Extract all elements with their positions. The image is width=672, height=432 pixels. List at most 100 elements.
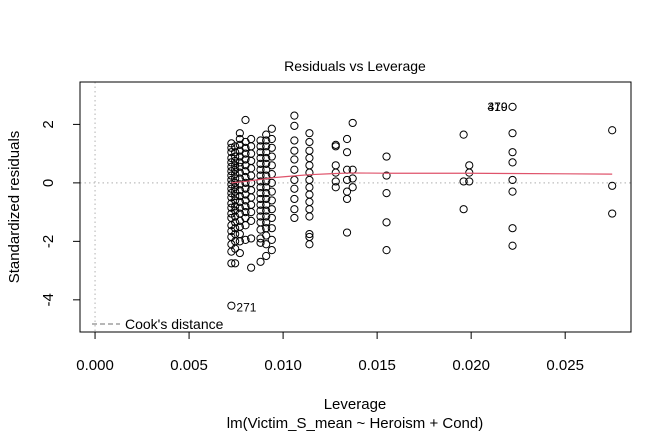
data-point — [231, 196, 240, 205]
y-axis-label: Standardized residuals — [6, 131, 23, 284]
data-point — [305, 183, 314, 192]
data-point — [382, 152, 391, 161]
data-point — [262, 148, 271, 157]
data-point — [256, 142, 265, 151]
data-point — [305, 161, 314, 170]
data-point — [247, 216, 256, 225]
data-point — [235, 168, 244, 177]
data-point — [290, 184, 299, 193]
x-tick-label: 0.000 — [76, 357, 114, 374]
data-point — [231, 259, 240, 268]
data-point — [290, 213, 299, 223]
y-tick-label: 0 — [40, 179, 57, 187]
data-point — [267, 124, 276, 133]
data-point — [305, 190, 314, 199]
data-point — [348, 174, 357, 183]
data-point — [231, 206, 240, 215]
data-point — [235, 203, 244, 212]
point-label: 319 — [487, 100, 507, 114]
data-point — [235, 248, 244, 258]
data-point — [331, 183, 340, 192]
data-point — [305, 240, 314, 249]
data-point — [508, 158, 517, 167]
data-point — [231, 187, 240, 196]
data-point — [231, 183, 240, 192]
data-point — [256, 257, 265, 266]
data-point — [305, 175, 314, 185]
data-point — [231, 212, 240, 221]
data-point — [508, 129, 517, 138]
plot-frame — [79, 81, 632, 333]
data-point — [256, 194, 265, 204]
data-point — [231, 161, 240, 170]
data-point — [459, 205, 468, 214]
data-point — [235, 197, 244, 206]
data-point — [262, 153, 271, 163]
x-axis-label: Leverage — [324, 396, 387, 413]
data-point — [262, 200, 271, 209]
data-point — [382, 189, 391, 198]
data-point — [267, 143, 276, 152]
x-tick-label: 0.005 — [170, 357, 208, 374]
y-tick-label: -2 — [40, 235, 57, 248]
x-tick-label: 0.015 — [358, 357, 396, 374]
y-tick-label: -4 — [40, 293, 57, 306]
data-point — [267, 213, 276, 223]
data-point — [235, 186, 244, 195]
data-point — [235, 229, 244, 239]
y-tick-label: 2 — [40, 120, 57, 128]
chart-title: Residuals vs Leverage — [284, 58, 426, 74]
data-point — [342, 228, 352, 237]
data-point — [290, 111, 299, 120]
data-point — [465, 161, 474, 170]
data-point — [290, 136, 299, 145]
data-point — [290, 121, 299, 130]
data-point — [267, 187, 276, 196]
data-point — [262, 212, 271, 221]
data-point — [342, 134, 352, 144]
data-point — [262, 189, 271, 198]
data-point — [290, 155, 299, 164]
data-point — [256, 200, 265, 209]
data-point — [267, 224, 276, 233]
model-formula: lm(Victim_S_mean ~ Heroism + Cond) — [227, 415, 483, 432]
data-point — [235, 180, 244, 189]
data-point — [331, 168, 340, 177]
data-point — [241, 208, 250, 217]
data-point — [231, 218, 240, 227]
data-point — [247, 193, 256, 202]
point-label: 271 — [236, 301, 256, 315]
data-point — [342, 194, 352, 204]
data-point — [256, 238, 265, 247]
data-point — [267, 134, 276, 144]
data-point — [247, 263, 256, 272]
data-point — [241, 221, 250, 230]
point-label: 470 — [487, 100, 507, 114]
data-point — [267, 205, 276, 214]
cooks-distance-legend-label: Cook's distance — [125, 316, 224, 332]
data-point — [241, 155, 250, 164]
data-point — [235, 162, 244, 171]
data-point — [256, 177, 265, 186]
data-point — [305, 146, 314, 155]
data-point — [235, 129, 244, 138]
data-point — [247, 164, 256, 173]
data-point — [262, 240, 271, 249]
data-point — [256, 153, 265, 163]
data-point — [262, 218, 271, 227]
data-point — [256, 206, 265, 215]
data-point — [247, 208, 256, 217]
data-point — [262, 251, 271, 261]
data-point — [262, 130, 271, 139]
data-point — [262, 206, 271, 215]
x-tick-label: 0.025 — [546, 357, 584, 374]
data-point — [231, 170, 240, 179]
data-point — [256, 148, 265, 157]
data-point — [342, 175, 352, 185]
data-point — [305, 229, 314, 239]
data-point — [508, 102, 517, 111]
data-point — [262, 136, 271, 145]
data-point — [231, 148, 240, 157]
data-point — [267, 196, 276, 205]
